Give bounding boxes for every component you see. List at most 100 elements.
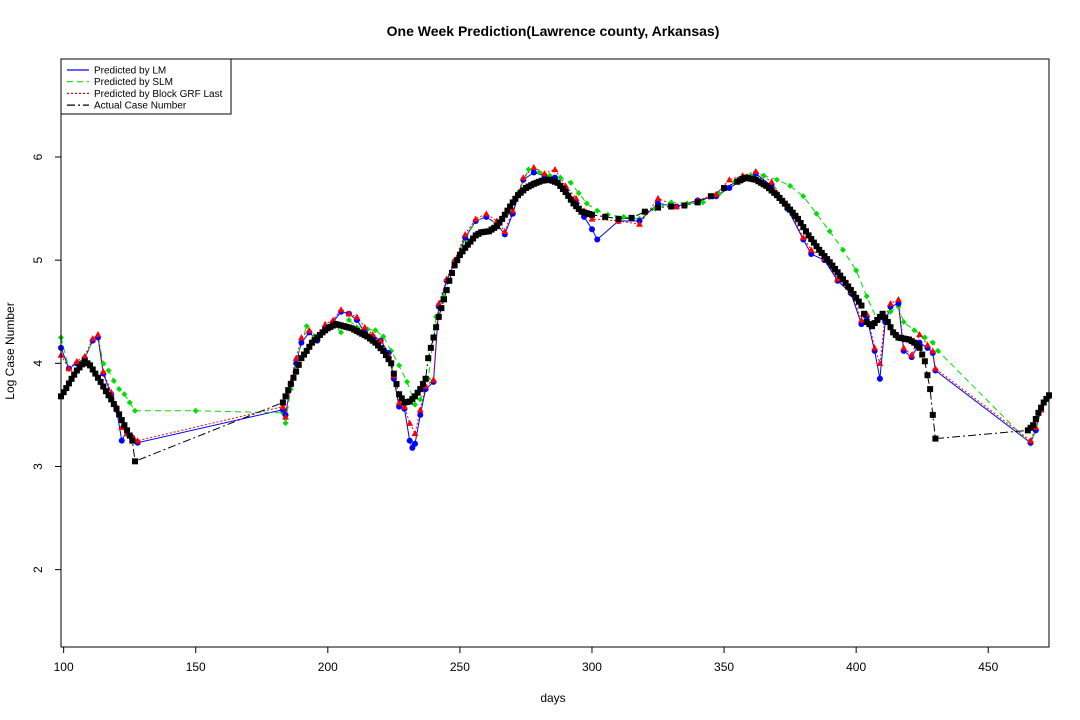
series-line-predicted-by-block-grf-last bbox=[60, 166, 1050, 442]
actual-point bbox=[842, 279, 849, 286]
actual-point bbox=[932, 435, 939, 442]
grf-point bbox=[588, 215, 596, 222]
grf-point bbox=[435, 300, 443, 307]
actual-point bbox=[433, 324, 440, 331]
actual-point bbox=[417, 386, 424, 393]
legend-label-predicted-by-slm: Predicted by SLM bbox=[94, 77, 173, 88]
actual-point bbox=[921, 358, 928, 365]
slm-point bbox=[567, 179, 574, 186]
actual-point bbox=[869, 323, 876, 330]
slm-point bbox=[121, 391, 128, 398]
grf-point bbox=[924, 341, 931, 348]
actual-point bbox=[882, 314, 889, 321]
slm-point bbox=[900, 319, 907, 326]
slm-point bbox=[813, 210, 820, 217]
actual-point bbox=[108, 396, 115, 403]
lm-point bbox=[726, 184, 733, 191]
slm-point bbox=[773, 176, 780, 183]
x-tick-label: 450 bbox=[978, 660, 998, 674]
actual-point bbox=[438, 305, 445, 312]
actual-point bbox=[71, 371, 78, 378]
slm-point bbox=[131, 407, 138, 414]
actual-point bbox=[615, 215, 622, 222]
actual-point bbox=[427, 344, 434, 351]
grf-point bbox=[353, 313, 361, 320]
actual-point bbox=[874, 316, 881, 323]
actual-point bbox=[435, 313, 442, 320]
actual-point bbox=[800, 224, 807, 231]
actual-point bbox=[818, 249, 825, 256]
actual-point bbox=[655, 204, 662, 211]
actual-point bbox=[879, 310, 886, 317]
grf-point bbox=[292, 354, 300, 361]
actual-point bbox=[448, 270, 455, 277]
actual-point bbox=[668, 203, 675, 210]
actual-point bbox=[499, 215, 506, 222]
actual-point bbox=[850, 290, 857, 297]
actual-point bbox=[454, 257, 461, 264]
grf-point bbox=[908, 351, 916, 358]
actual-point bbox=[512, 195, 519, 202]
actual-point bbox=[97, 378, 104, 385]
grf-point bbox=[134, 437, 142, 444]
lm-point bbox=[118, 437, 125, 444]
actual-point bbox=[919, 351, 926, 358]
actual-point bbox=[124, 427, 131, 434]
actual-point bbox=[126, 432, 133, 439]
actual-point bbox=[824, 256, 831, 263]
y-tick-label: 4 bbox=[31, 360, 45, 367]
slm-point bbox=[192, 407, 199, 414]
grf-point bbox=[81, 352, 89, 359]
x-tick-label: 250 bbox=[450, 660, 470, 674]
actual-point bbox=[79, 361, 86, 368]
grf-point bbox=[279, 403, 287, 410]
grf-point bbox=[858, 316, 865, 323]
actual-point bbox=[821, 253, 828, 260]
slm-point bbox=[525, 166, 532, 173]
actual-point bbox=[63, 385, 70, 392]
actual-point bbox=[94, 374, 101, 381]
grf-point bbox=[871, 344, 879, 351]
actual-point bbox=[1032, 416, 1039, 423]
actual-point bbox=[1030, 422, 1037, 429]
grf-point bbox=[876, 359, 884, 367]
actual-point bbox=[496, 219, 503, 226]
slm-point bbox=[536, 169, 543, 176]
y-tick-label: 3 bbox=[31, 463, 45, 470]
grf-point bbox=[482, 210, 490, 217]
grf-point bbox=[472, 215, 480, 222]
actual-point bbox=[1035, 409, 1042, 416]
grf-point bbox=[916, 331, 923, 338]
lm-point bbox=[406, 437, 413, 444]
actual-point bbox=[110, 401, 117, 408]
actual-point bbox=[105, 392, 112, 399]
x-tick-label: 100 bbox=[54, 660, 74, 674]
actual-point bbox=[73, 367, 80, 374]
actual-point bbox=[293, 368, 300, 375]
actual-point bbox=[871, 320, 878, 327]
actual-point bbox=[493, 223, 500, 230]
grf-point bbox=[725, 176, 733, 183]
grf-point bbox=[768, 178, 776, 185]
slm-point bbox=[100, 360, 107, 367]
actual-point bbox=[285, 387, 292, 394]
slm-point bbox=[863, 293, 870, 300]
actual-point bbox=[721, 184, 728, 191]
grf-point bbox=[461, 230, 469, 238]
grf-point bbox=[530, 163, 538, 171]
actual-point bbox=[290, 374, 297, 381]
actual-point bbox=[565, 192, 572, 199]
slm-point bbox=[345, 316, 352, 323]
lm-point bbox=[530, 169, 537, 176]
actual-point bbox=[380, 347, 387, 354]
legend-label-actual-case-number: Actual Case Number bbox=[94, 101, 187, 112]
plot-frame bbox=[60, 58, 1050, 648]
actual-point bbox=[839, 276, 846, 283]
actual-point bbox=[567, 196, 574, 203]
actual-point bbox=[707, 193, 714, 200]
lm-point bbox=[588, 226, 595, 233]
grf-point bbox=[932, 365, 939, 372]
y-tick-label: 5 bbox=[31, 257, 45, 264]
